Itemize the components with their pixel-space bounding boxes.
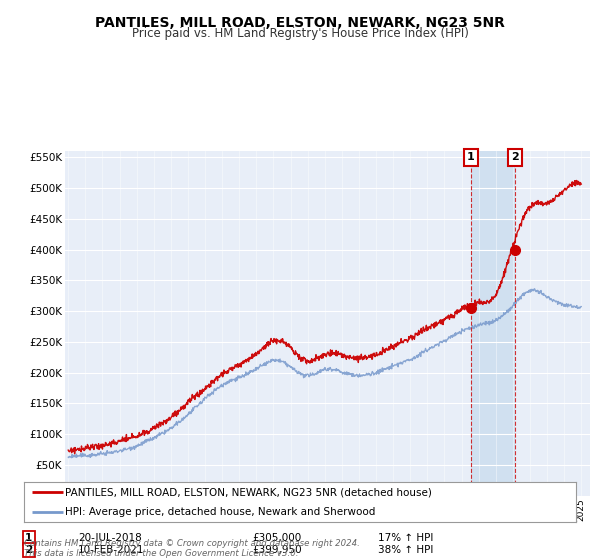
Text: 20-JUL-2018: 20-JUL-2018 [78,533,142,543]
Text: PANTILES, MILL ROAD, ELSTON, NEWARK, NG23 5NR: PANTILES, MILL ROAD, ELSTON, NEWARK, NG2… [95,16,505,30]
Text: 38% ↑ HPI: 38% ↑ HPI [378,545,433,555]
Text: 17% ↑ HPI: 17% ↑ HPI [378,533,433,543]
Text: Contains HM Land Registry data © Crown copyright and database right 2024.
This d: Contains HM Land Registry data © Crown c… [24,539,360,558]
Text: HPI: Average price, detached house, Newark and Sherwood: HPI: Average price, detached house, Newa… [65,507,376,517]
Text: £305,000: £305,000 [252,533,301,543]
Bar [471,151,515,496]
Text: Price paid vs. HM Land Registry's House Price Index (HPI): Price paid vs. HM Land Registry's House … [131,27,469,40]
Text: 2: 2 [511,152,518,162]
Text: 10-FEB-2021: 10-FEB-2021 [78,545,145,555]
Text: 1: 1 [467,152,475,162]
Text: 1: 1 [25,533,32,543]
Text: 2: 2 [25,545,32,555]
Text: PANTILES, MILL ROAD, ELSTON, NEWARK, NG23 5NR (detached house): PANTILES, MILL ROAD, ELSTON, NEWARK, NG2… [65,488,432,497]
Text: £399,950: £399,950 [252,545,302,555]
